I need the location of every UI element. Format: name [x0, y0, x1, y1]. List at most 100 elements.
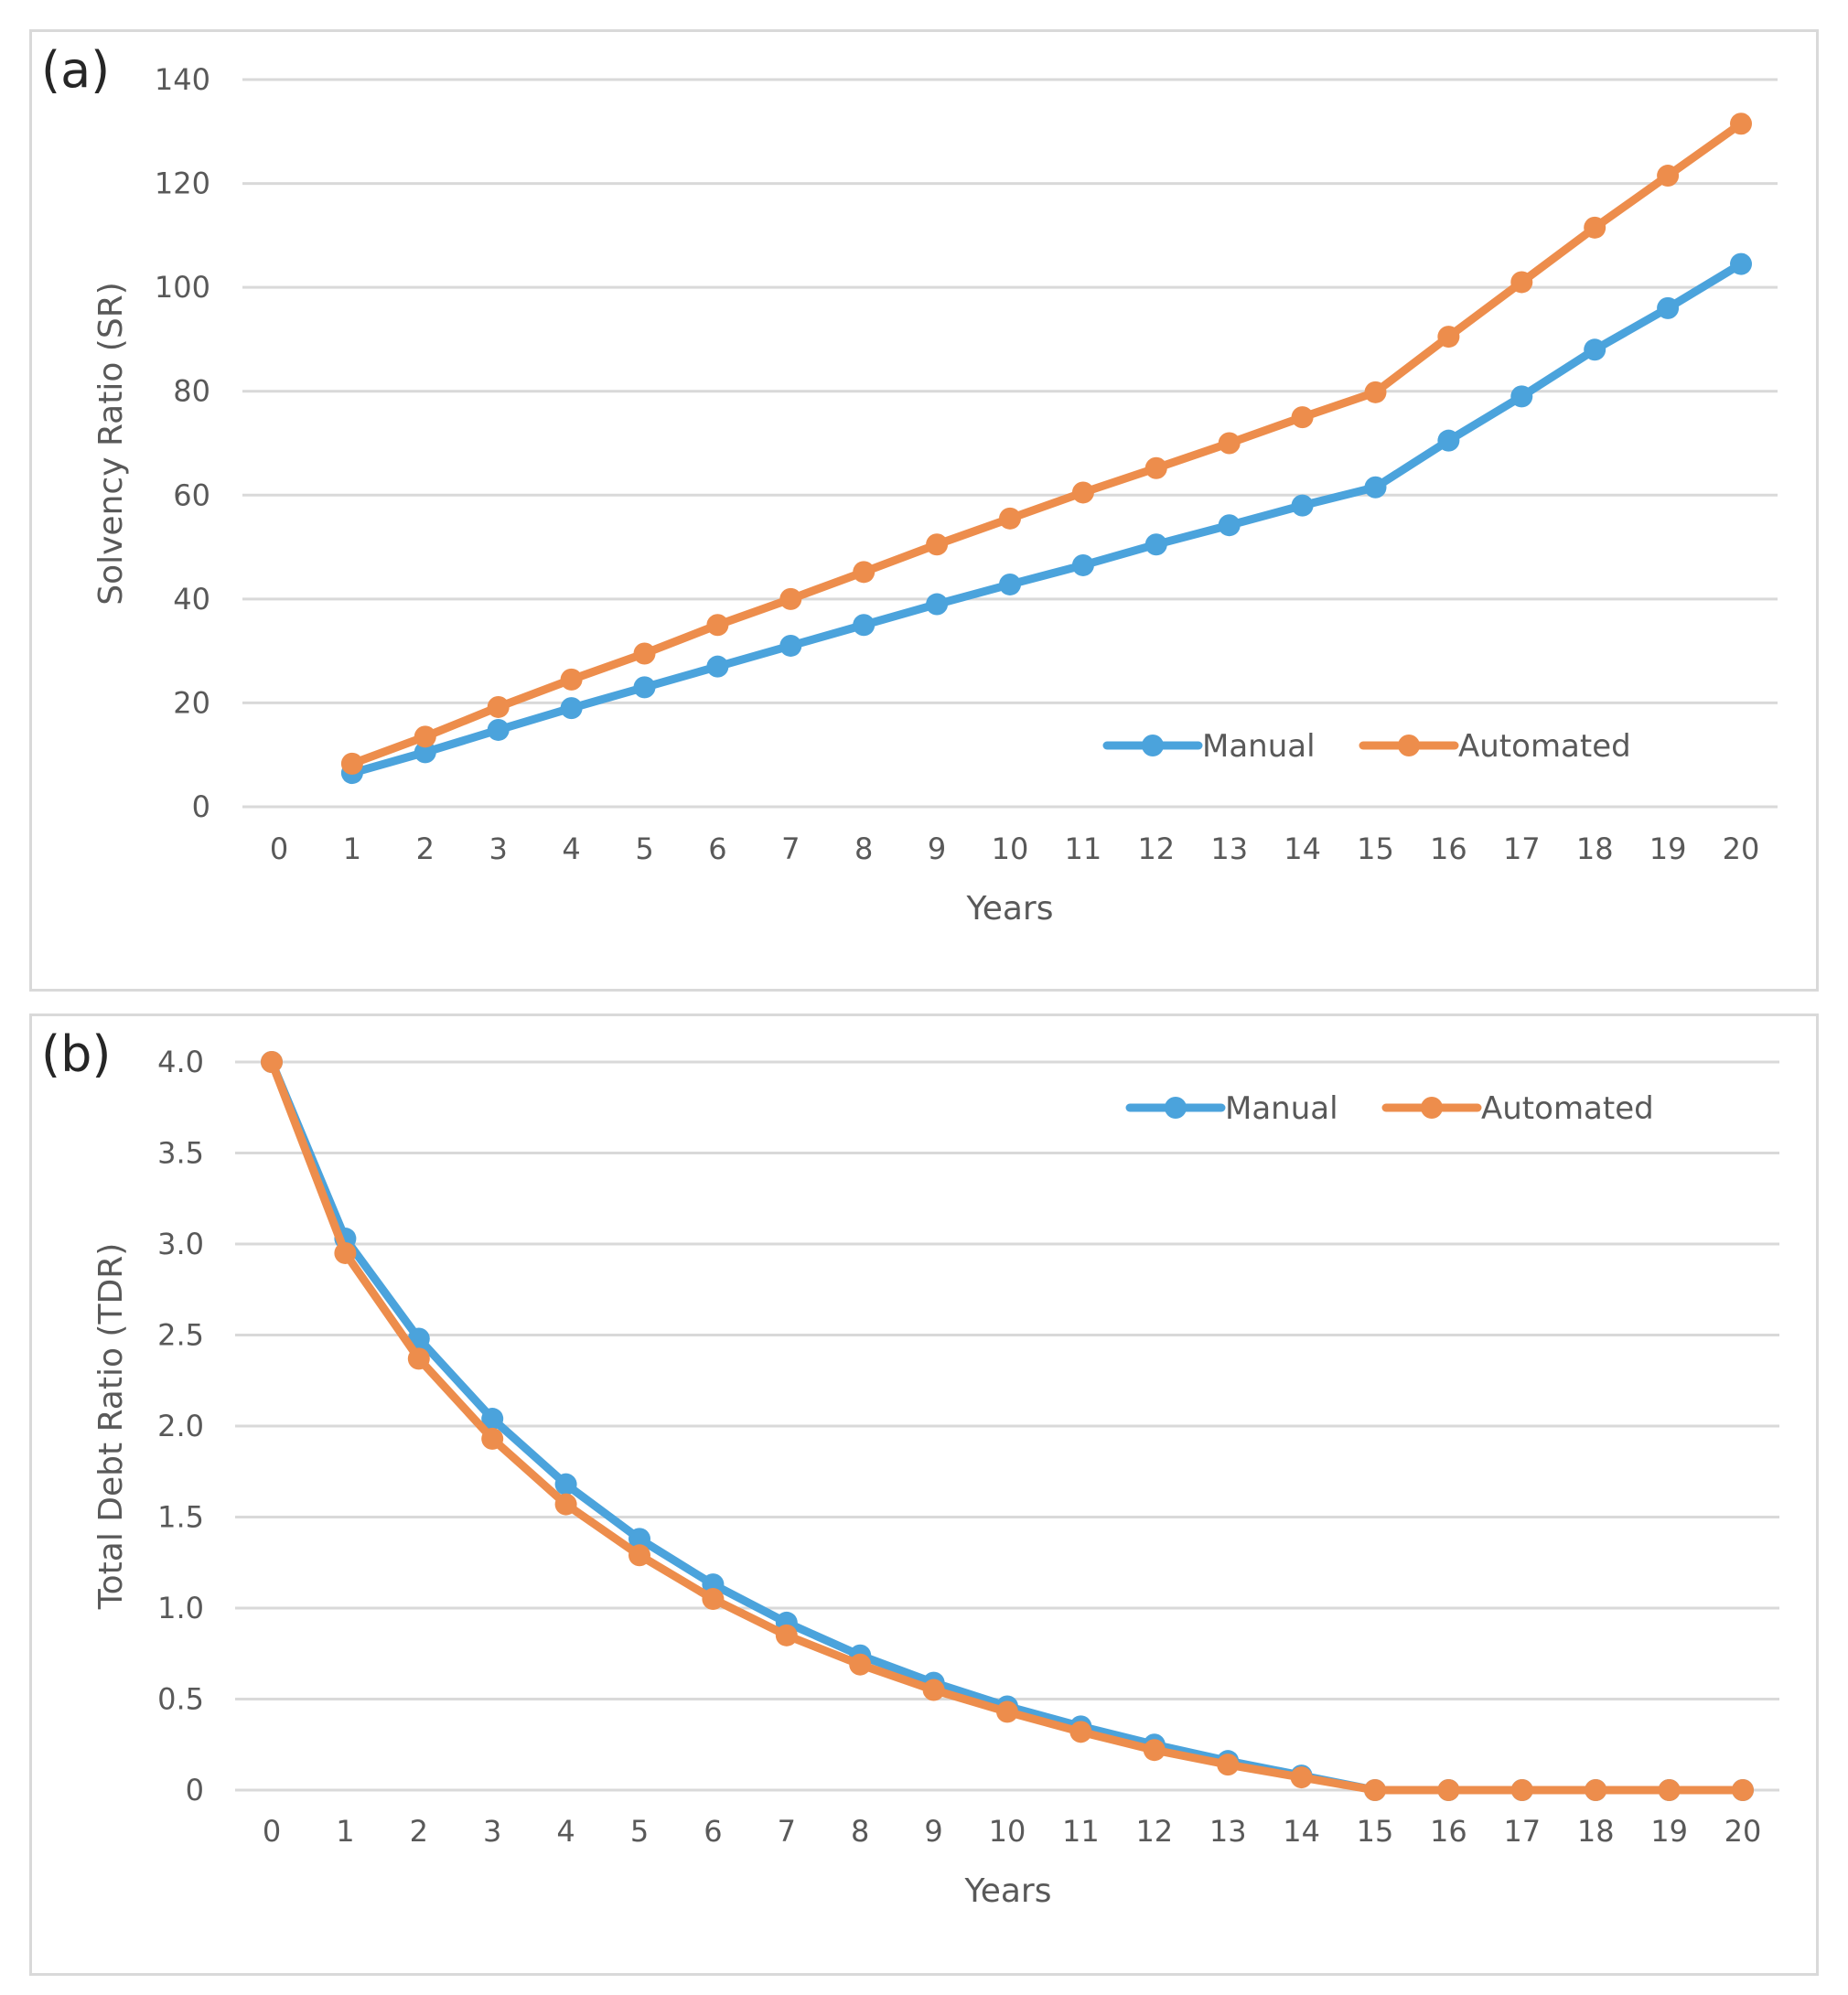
data-point-manual — [481, 1408, 504, 1431]
y-tick-label: 2.0 — [157, 1409, 204, 1443]
data-point-manual — [1584, 338, 1606, 361]
y-tick-label: 0.5 — [157, 1682, 204, 1717]
x-tick-label: 18 — [1576, 831, 1614, 866]
x-tick-label: 20 — [1723, 831, 1760, 866]
x-tick-label: 8 — [851, 1814, 869, 1849]
x-tick-label: 16 — [1430, 1814, 1467, 1849]
data-point-automated — [1143, 1739, 1166, 1762]
x-tick-label: 11 — [1062, 1814, 1100, 1849]
data-point-manual — [1218, 514, 1241, 537]
x-tick-label: 5 — [635, 831, 653, 866]
panel-label-b: (b) — [41, 1025, 112, 1083]
data-point-automated — [1364, 1779, 1386, 1801]
x-axis-title: Years — [964, 1872, 1052, 1910]
x-tick-label: 7 — [781, 831, 800, 866]
legend-marker-automated — [1398, 735, 1420, 756]
data-point-manual — [1510, 385, 1533, 408]
data-point-automated — [481, 1427, 504, 1450]
data-point-manual — [1437, 429, 1460, 452]
x-tick-label: 17 — [1503, 1814, 1541, 1849]
data-point-automated — [1290, 1766, 1313, 1789]
data-point-manual — [1364, 476, 1387, 499]
data-point-automated — [1437, 1779, 1460, 1801]
y-tick-label: 80 — [173, 374, 210, 409]
x-tick-label: 19 — [1650, 1814, 1688, 1849]
x-tick-label: 6 — [704, 1814, 722, 1849]
data-point-automated — [702, 1588, 725, 1611]
data-point-automated — [775, 1624, 798, 1646]
y-tick-label: 40 — [173, 582, 210, 617]
y-tick-label: 2.5 — [157, 1318, 204, 1353]
data-point-manual — [414, 741, 436, 764]
data-point-automated — [1437, 326, 1460, 349]
y-tick-label: 1.0 — [157, 1591, 204, 1625]
y-tick-label: 4.0 — [157, 1045, 204, 1079]
data-point-automated — [340, 752, 363, 775]
x-tick-label: 14 — [1283, 1814, 1320, 1849]
x-tick-label: 10 — [992, 831, 1029, 866]
chart-panel-b: (b) 0 0.5 1.0 1.5 2.0 2.5 3.0 3.5 4.0 0 1 2 3 4 5 6 7 8 9 1… — [29, 1014, 1819, 1976]
x-tick-label: 12 — [1137, 831, 1175, 866]
data-point-manual — [1071, 553, 1094, 576]
legend-marker-manual — [1165, 1097, 1187, 1119]
series-line-manual — [348, 260, 1746, 778]
data-point-automated — [1658, 1779, 1681, 1801]
x-tick-label: 1 — [343, 831, 361, 866]
legend-label-automated: Automated — [1458, 728, 1631, 765]
x-tick-label: 5 — [630, 1814, 649, 1849]
data-point-automated — [926, 533, 949, 556]
data-point-automated — [996, 1700, 1018, 1723]
data-point-automated — [1218, 432, 1241, 455]
x-tick-label: 16 — [1430, 831, 1467, 866]
data-point-manual — [1291, 494, 1314, 517]
x-tick-label: 11 — [1065, 831, 1102, 866]
data-point-automated — [853, 561, 876, 584]
x-tick-label: 0 — [270, 831, 288, 866]
x-tick-label: 13 — [1210, 831, 1248, 866]
x-tick-label: 1 — [336, 1814, 354, 1849]
data-point-manual — [853, 614, 876, 637]
y-tick-label: 0 — [186, 1773, 204, 1807]
x-tick-label: 0 — [263, 1814, 281, 1849]
y-tick-label: 100 — [155, 270, 210, 305]
x-tick-label: 2 — [410, 1814, 428, 1849]
data-point-manual — [706, 655, 729, 678]
legend-label-manual: Manual — [1225, 1090, 1338, 1127]
chart-b-svg: 00.51.01.52.02.53.03.54.00 1 2 3 4 5 6 7 8 9 10 11 1… — [92, 1045, 1779, 1910]
y-tick-label: 20 — [173, 685, 210, 720]
y-tick-label: 60 — [173, 477, 210, 512]
data-point-automated — [1071, 481, 1094, 504]
x-tick-label: 18 — [1577, 1814, 1615, 1849]
data-point-manual — [633, 676, 656, 699]
data-point-automated — [629, 1544, 650, 1567]
data-point-automated — [922, 1679, 945, 1701]
y-axis-title: Solvency Ratio (SR) — [92, 282, 130, 606]
legend-label-automated: Automated — [1481, 1090, 1654, 1127]
x-tick-label: 4 — [556, 1814, 575, 1849]
x-tick-label: 15 — [1357, 1814, 1394, 1849]
data-point-automated — [1510, 1779, 1533, 1801]
x-tick-label: 3 — [489, 831, 508, 866]
data-point-automated — [779, 587, 802, 610]
data-point-automated — [633, 642, 656, 665]
data-point-automated — [414, 725, 436, 748]
data-point-automated — [1657, 165, 1680, 188]
data-point-automated — [487, 695, 510, 718]
legend-marker-automated — [1421, 1097, 1443, 1119]
data-point-automated — [261, 1051, 283, 1073]
y-tick-label: 0 — [192, 789, 210, 824]
data-point-automated — [1585, 1779, 1607, 1801]
data-point-automated — [1069, 1721, 1092, 1743]
chart-panel-a: (a) 0 20 40 60 80 100 120 140 0 1 2 3 4 5 6 7 8 9 10 11 12 13… — [29, 29, 1819, 992]
panel-label-a: (a) — [41, 41, 111, 99]
y-tick-label: 1.5 — [157, 1500, 204, 1535]
data-point-automated — [1732, 1779, 1754, 1801]
data-point-manual — [1144, 533, 1167, 556]
x-axis-title: Years — [966, 890, 1054, 928]
data-point-automated — [1730, 113, 1752, 135]
data-point-manual — [560, 697, 583, 720]
x-tick-label: 4 — [562, 831, 580, 866]
x-tick-label: 3 — [483, 1814, 501, 1849]
y-tick-label: 140 — [155, 62, 210, 97]
